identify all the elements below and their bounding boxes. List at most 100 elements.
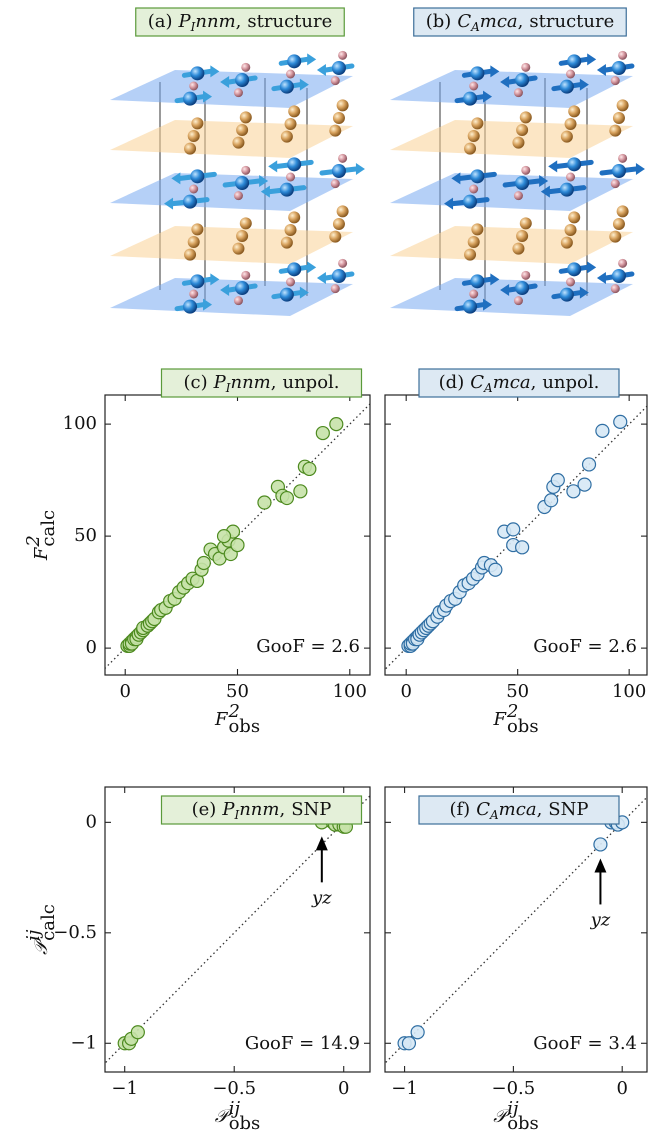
title-symbol: P [221, 799, 235, 820]
data-point [280, 492, 293, 505]
atom-gold [565, 224, 577, 236]
title-comma: , [531, 372, 537, 393]
atom-gold [240, 217, 252, 229]
atom-blue [332, 269, 346, 283]
atom-pink [514, 88, 523, 97]
atom-blue [280, 80, 294, 94]
atom-gold [613, 112, 625, 124]
title-box: (b)CAmca,structure [414, 8, 627, 36]
title-comma: , [271, 372, 277, 393]
atom-gold [188, 236, 200, 248]
plane-blue [110, 70, 353, 108]
data-point [614, 415, 627, 428]
title-box: (c)PInnm,unpol. [162, 369, 362, 397]
title-symbol: C [457, 11, 471, 32]
axis-label: 𝒫ijobs [493, 1098, 539, 1134]
structure-drawing [110, 51, 365, 316]
title-note: structure [247, 11, 332, 32]
atom-pink [514, 191, 523, 200]
atom-pink [469, 82, 478, 91]
atom-gold [520, 217, 532, 229]
title-box: (e)PInnm,SNP [162, 796, 362, 824]
x-tick-label: 50 [506, 681, 529, 702]
atom-blue [280, 183, 294, 197]
title-symbol: P [178, 11, 192, 32]
atom-blue [463, 195, 477, 209]
axis-label-sub: obs [507, 716, 539, 737]
title-label: (a) [148, 11, 173, 32]
atom-blue [463, 300, 477, 314]
annotation: GooF = 14.9 [245, 1033, 360, 1054]
data-point [330, 418, 343, 431]
atom-gold [617, 205, 629, 217]
title-symbol-sub: A [470, 20, 480, 34]
atom-blue [612, 269, 626, 283]
atom-gold [288, 211, 300, 223]
title-label: (f) [450, 799, 471, 820]
axis-label-base: F [214, 709, 229, 730]
atom-blue [567, 262, 581, 276]
atom-gold [609, 125, 621, 137]
atom-pink [189, 82, 198, 91]
arrow-label: yz [311, 887, 332, 908]
arrow-label: yz [590, 909, 611, 930]
atom-blue [567, 157, 581, 171]
title-box: (f)CAmca,SNP [419, 796, 619, 824]
plane-blue [390, 278, 633, 316]
atom-pink [241, 271, 250, 280]
atom-pink [241, 166, 250, 175]
atom-blue [183, 92, 197, 106]
spin-arrowhead [307, 261, 316, 273]
data-point [303, 462, 316, 475]
x-tick-label: −1 [391, 1078, 418, 1099]
y-tick-label: 0 [86, 811, 97, 832]
atom-gold [468, 130, 480, 142]
x-tick-label: −0.5 [212, 1078, 256, 1099]
title-comma: , [236, 11, 242, 32]
figure: (a)PInnm,structure(b)CAmca,structure0501… [0, 0, 649, 1136]
annotation: GooF = 3.4 [533, 1033, 637, 1054]
atom-pink [618, 259, 627, 268]
atom-gold [516, 124, 528, 136]
atom-pink [338, 259, 347, 268]
title-note: unpol. [542, 372, 599, 393]
title: (c)PInnm,unpol. [183, 372, 339, 395]
x-tick-label: 0 [400, 681, 411, 702]
atom-blue [287, 54, 301, 68]
data-point [551, 474, 564, 487]
atom-pink [338, 154, 347, 163]
title-note: unpol. [282, 372, 339, 393]
axis-label: F2obs [492, 701, 538, 737]
atom-pink [331, 179, 340, 188]
atom-gold [468, 236, 480, 248]
atom-pink [286, 173, 295, 182]
atom-pink [514, 296, 523, 305]
atom-blue [235, 176, 249, 190]
atom-pink [521, 63, 530, 72]
data-point [131, 1026, 144, 1039]
atom-pink [566, 173, 575, 182]
atom-blue [470, 274, 484, 288]
x-tick-label: 100 [333, 681, 367, 702]
atom-gold [568, 105, 580, 117]
y-tick-label: −0.5 [53, 922, 97, 943]
data-point [258, 496, 271, 509]
plot-area [96, 787, 379, 1072]
atom-gold [188, 130, 200, 142]
axis-label-sub: obs [507, 1113, 539, 1134]
atom-gold [561, 131, 573, 143]
atom-gold [329, 125, 341, 137]
x-tick-label: 100 [612, 681, 646, 702]
atom-blue [612, 164, 626, 178]
axis-label: 𝒫ijcalc [23, 904, 59, 955]
spin-arrowhead [307, 53, 316, 65]
data-point [507, 523, 520, 536]
spin-arrowhead [597, 272, 606, 284]
data-point [596, 424, 609, 437]
atom-pink [521, 166, 530, 175]
atom-pink [618, 51, 627, 60]
title-symbol-rest: nnm [230, 372, 270, 393]
axis-label: 𝒫ijobs [215, 1098, 261, 1134]
atom-pink [469, 185, 478, 194]
atom-pink [331, 76, 340, 85]
